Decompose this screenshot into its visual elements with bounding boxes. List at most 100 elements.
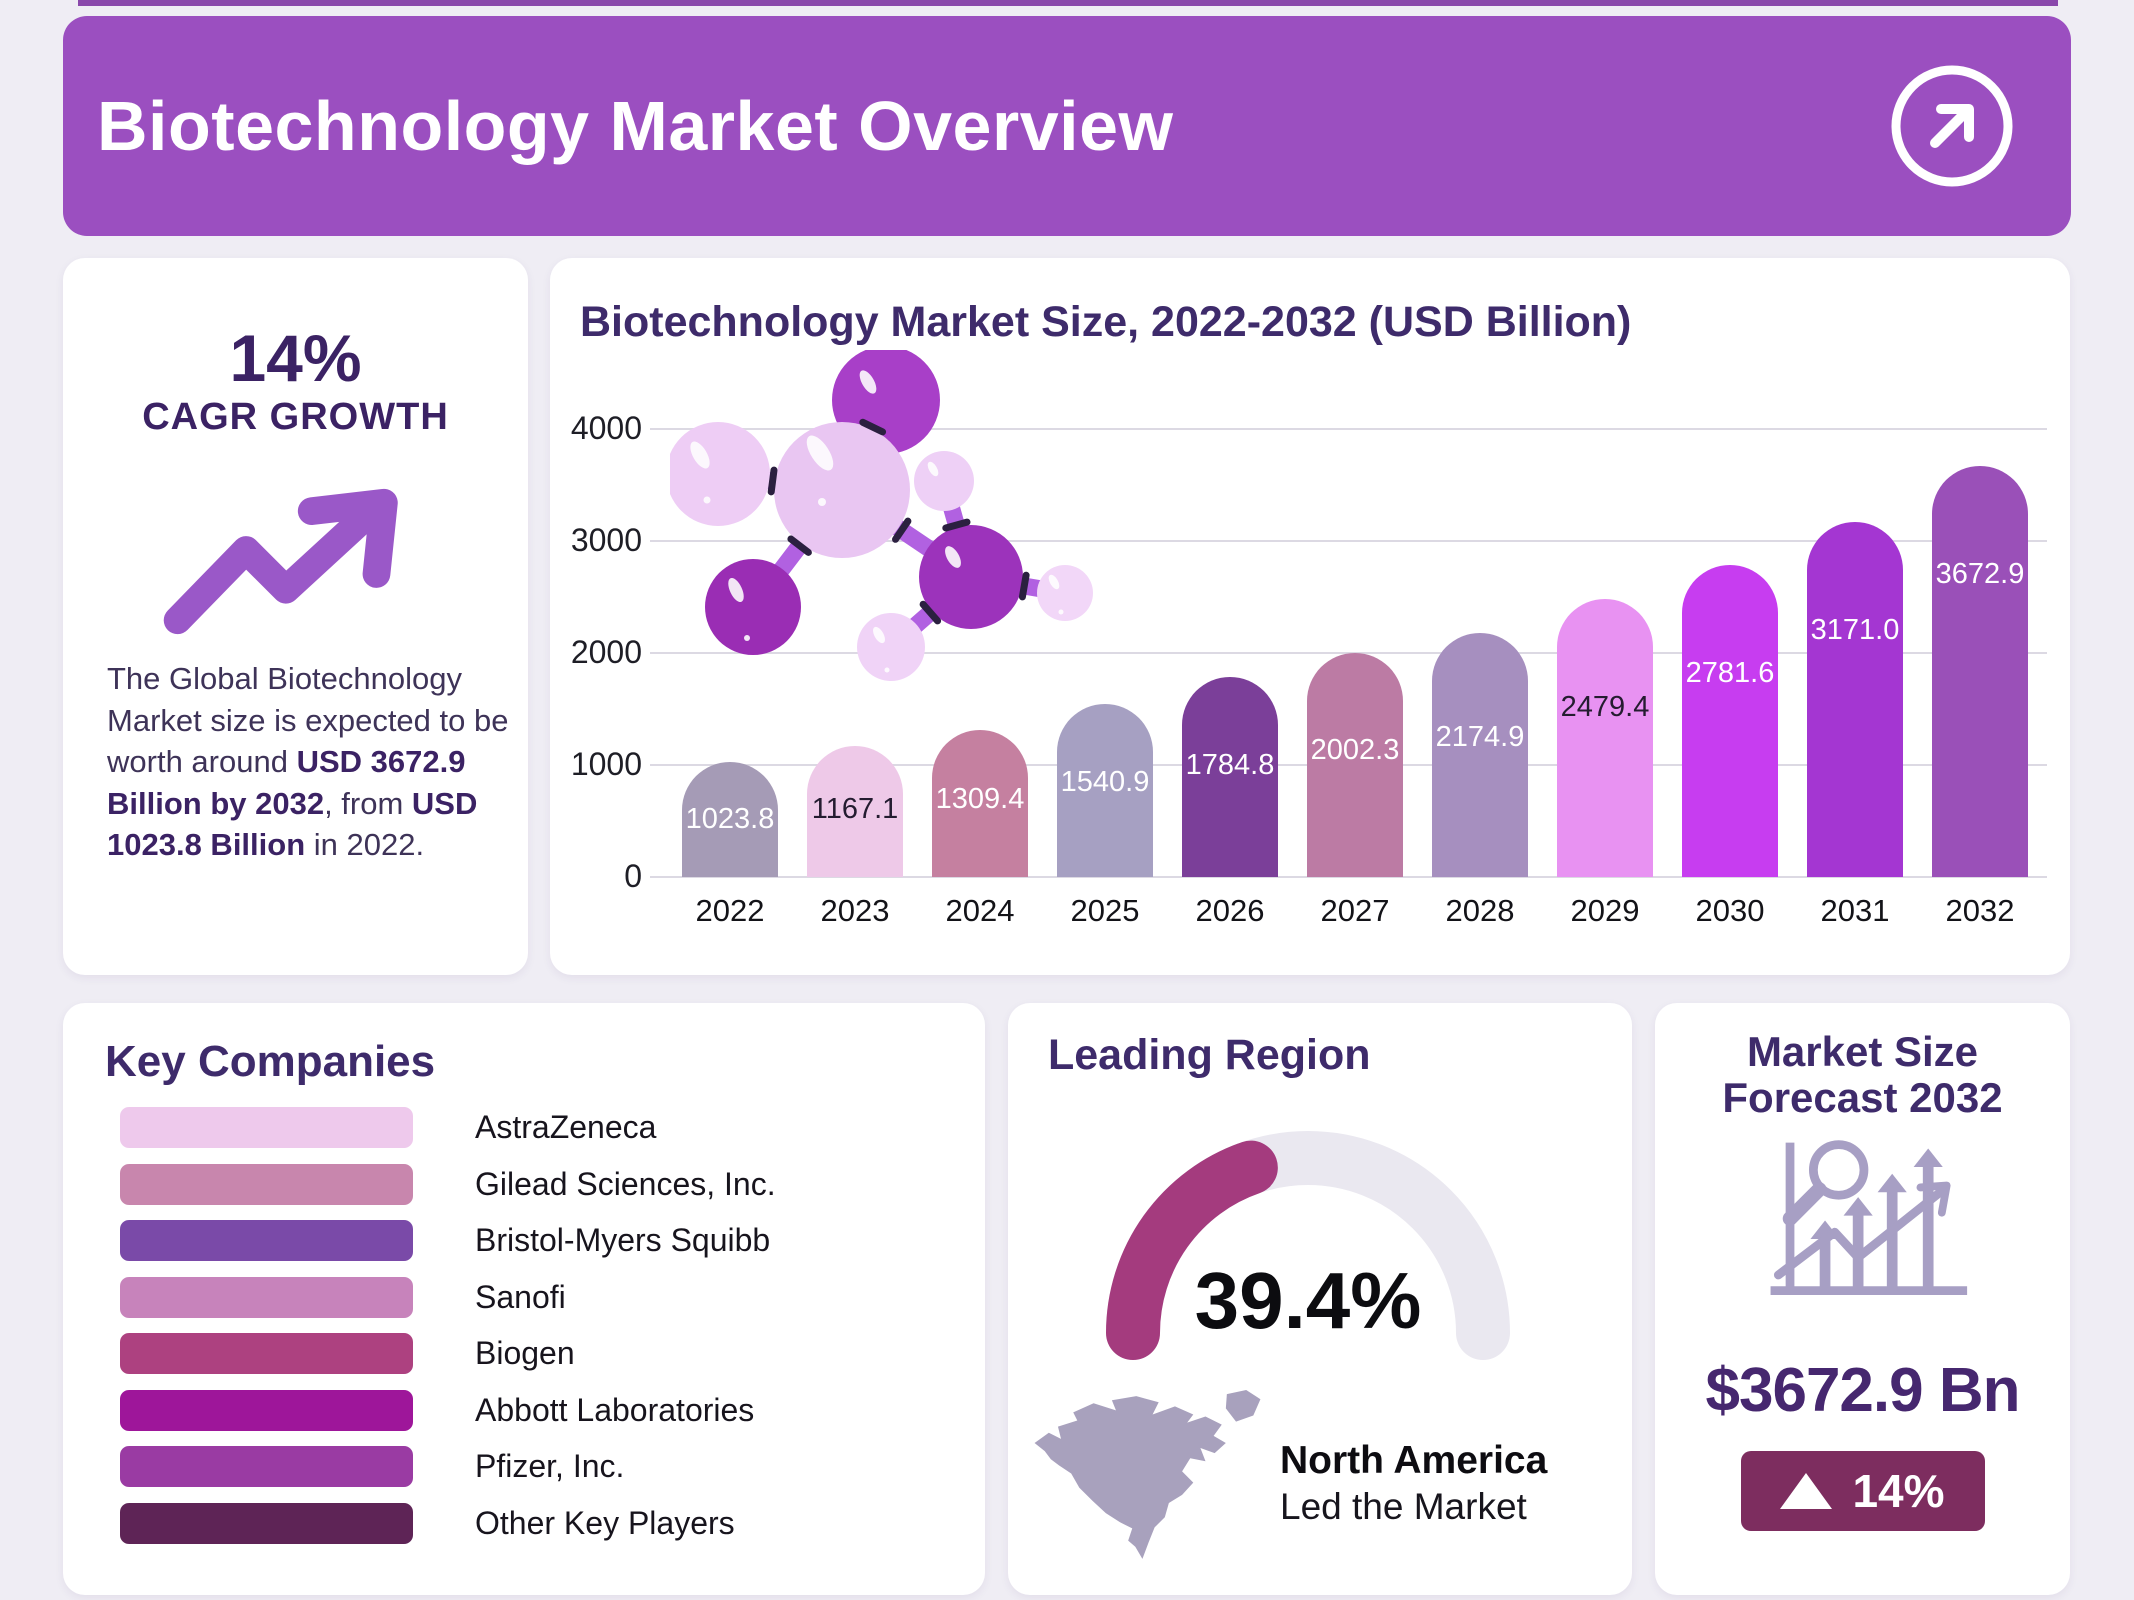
- x-axis-label-2025: 2025: [1070, 893, 1140, 928]
- y-axis-tick: 1000: [570, 746, 642, 782]
- bar-slot-2032: 3672.9 2032: [1932, 429, 2028, 928]
- chart-title: Biotechnology Market Size, 2022-2032 (US…: [580, 298, 1632, 346]
- key-companies-title: Key Companies: [105, 1037, 436, 1086]
- bar-value-2032: 3672.9: [1935, 558, 2025, 590]
- company-color-swatch: [120, 1446, 413, 1487]
- bar-value-2023: 1167.1: [811, 793, 899, 825]
- share-gauge: [1106, 1131, 1510, 1360]
- growth-badge: 14%: [1740, 1451, 1985, 1531]
- company-name: Bristol-Myers Squibb: [475, 1222, 771, 1258]
- x-axis-label-2029: 2029: [1570, 893, 1640, 928]
- key-companies-list: AstraZeneca Gilead Sciences, Inc. Bristol-…: [120, 1107, 955, 1559]
- page-title: Biotechnology Market Overview: [97, 87, 1174, 165]
- company-row: Sanofi: [120, 1276, 955, 1318]
- grid-line: [650, 876, 2047, 878]
- bar-value-2022: 1023.8: [685, 803, 775, 835]
- x-axis-label-2026: 2026: [1195, 893, 1265, 928]
- bar-value-2031: 3171.0: [1810, 614, 1900, 646]
- bar-2022: 1023.8: [682, 762, 778, 877]
- bar-slot-2027: 2002.3 2027: [1307, 429, 1403, 928]
- arrow-up-right-circle-icon[interactable]: [1889, 63, 2015, 189]
- x-axis-label-2028: 2028: [1445, 893, 1515, 928]
- forecast-value: $3672.9 Bn: [1705, 1356, 2021, 1425]
- bar-value-2030: 2781.6: [1685, 657, 1775, 689]
- x-axis-label-2022: 2022: [695, 893, 765, 928]
- bar-2032: 3672.9: [1932, 466, 2028, 877]
- company-name: Pfizer, Inc.: [475, 1448, 625, 1484]
- cagr-value: 14%: [229, 321, 362, 395]
- grid-line: [650, 428, 2047, 430]
- company-row: Abbott Laboratories: [120, 1389, 955, 1431]
- x-axis-label-2023: 2023: [820, 893, 890, 928]
- company-color-swatch: [120, 1220, 413, 1261]
- bar-value-2027: 2002.3: [1310, 734, 1400, 766]
- cagr-card: 14% CAGR GROWTH The Global Biotechnology…: [63, 258, 528, 975]
- company-row: AstraZeneca: [120, 1107, 955, 1148]
- company-color-swatch: [120, 1333, 413, 1374]
- bar-slot-2023: 1167.1 2023: [807, 429, 903, 928]
- bar-value-2026: 1784.8: [1185, 749, 1275, 781]
- bar-slot-2028: 2174.9 2028: [1432, 429, 1528, 928]
- bar-slot-2024: 1309.4 2024: [932, 429, 1028, 928]
- x-axis-label-2031: 2031: [1820, 893, 1890, 928]
- header: Biotechnology Market Overview: [63, 16, 2071, 236]
- up-triangle-icon: [1780, 1473, 1833, 1509]
- y-axis-tick: 0: [624, 858, 642, 894]
- bar-2030: 2781.6: [1682, 565, 1778, 877]
- company-color-swatch: [120, 1389, 413, 1431]
- x-axis-label-2024: 2024: [945, 893, 1015, 928]
- bar-2031: 3171.0: [1807, 522, 1903, 877]
- bar-slot-2025: 1540.9 2025: [1057, 429, 1153, 928]
- bar-value-2028: 2174.9: [1435, 721, 1525, 753]
- company-row: Biogen: [120, 1333, 955, 1374]
- trending-up-icon: [163, 488, 398, 635]
- forecast-card: Market Size Forecast 2032 $3672.9 Bn 14%: [1655, 1003, 2070, 1595]
- grid-line: [650, 540, 2047, 542]
- y-axis-tick: 4000: [570, 410, 642, 446]
- company-row: Pfizer, Inc.: [120, 1446, 955, 1487]
- company-row: Bristol-Myers Squibb: [120, 1220, 955, 1261]
- company-name: Sanofi: [475, 1278, 566, 1315]
- region-share-value: 39.4%: [1194, 1256, 1422, 1345]
- market-size-chart-card: Biotechnology Market Size, 2022-2032 (US…: [550, 258, 2070, 975]
- x-axis-label-2030: 2030: [1695, 893, 1765, 928]
- company-row: Gilead Sciences, Inc.: [120, 1163, 955, 1205]
- key-companies-card: Key Companies AstraZeneca Gilead Sciences…: [63, 1003, 985, 1595]
- leading-region-title: Leading Region: [1048, 1031, 1371, 1079]
- bar-series: 1023.8 2022 1167.1 2023 1309.4 2024 1540.9 2025…: [682, 429, 2028, 928]
- cagr-description: The Global Biotechnology Market size is …: [107, 661, 509, 862]
- bar-slot-2031: 3171.0 2031: [1807, 429, 1903, 928]
- company-color-swatch: [120, 1276, 413, 1318]
- company-color-swatch: [120, 1107, 413, 1148]
- market-analysis-icon: [1770, 1140, 1967, 1295]
- growth-percent: 14%: [1852, 1465, 1945, 1517]
- bar-chart: 1023.8 2022 1167.1 2023 1309.4 2024 1540.9 2025…: [550, 258, 2070, 975]
- x-axis-label-2032: 2032: [1945, 893, 2015, 928]
- bar-value-2025: 1540.9: [1060, 766, 1150, 798]
- company-row: Other Key Players: [120, 1502, 955, 1544]
- bar-2024: 1309.4: [932, 730, 1028, 877]
- bar-value-2024: 1309.4: [935, 783, 1025, 815]
- bar-slot-2026: 1784.8 2026: [1182, 429, 1278, 928]
- top-accent-strip: [78, 0, 2058, 6]
- cagr-label: CAGR GROWTH: [142, 396, 449, 438]
- company-name: Abbott Laboratories: [475, 1391, 755, 1428]
- leading-region-card: Leading Region 39.4% North America Led t…: [1008, 1003, 1632, 1595]
- company-name: Biogen: [475, 1335, 575, 1371]
- bar-slot-2030: 2781.6 2030: [1682, 429, 1778, 928]
- company-color-swatch: [120, 1163, 413, 1205]
- bar-slot-2022: 1023.8 2022: [682, 429, 778, 928]
- bar-2029: 2479.4: [1557, 599, 1653, 877]
- bar-2025: 1540.9: [1057, 704, 1153, 877]
- company-name: AstraZeneca: [475, 1109, 657, 1145]
- bar-2027: 2002.3: [1307, 653, 1403, 877]
- bar-2026: 1784.8: [1182, 677, 1278, 877]
- bar-slot-2029: 2479.4 2029: [1557, 429, 1653, 928]
- company-name: Other Key Players: [475, 1504, 735, 1541]
- y-axis-tick: 2000: [570, 634, 642, 670]
- x-axis-label-2027: 2027: [1320, 893, 1390, 928]
- bar-value-2029: 2479.4: [1560, 691, 1650, 723]
- bar-2028: 2174.9: [1432, 633, 1528, 877]
- company-name: Gilead Sciences, Inc.: [475, 1165, 776, 1202]
- region-name: North America: [1280, 1439, 1548, 1482]
